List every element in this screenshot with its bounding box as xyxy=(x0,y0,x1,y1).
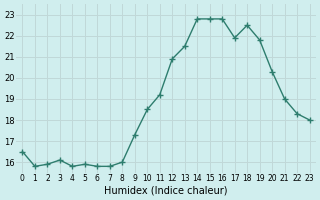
X-axis label: Humidex (Indice chaleur): Humidex (Indice chaleur) xyxy=(104,186,228,196)
